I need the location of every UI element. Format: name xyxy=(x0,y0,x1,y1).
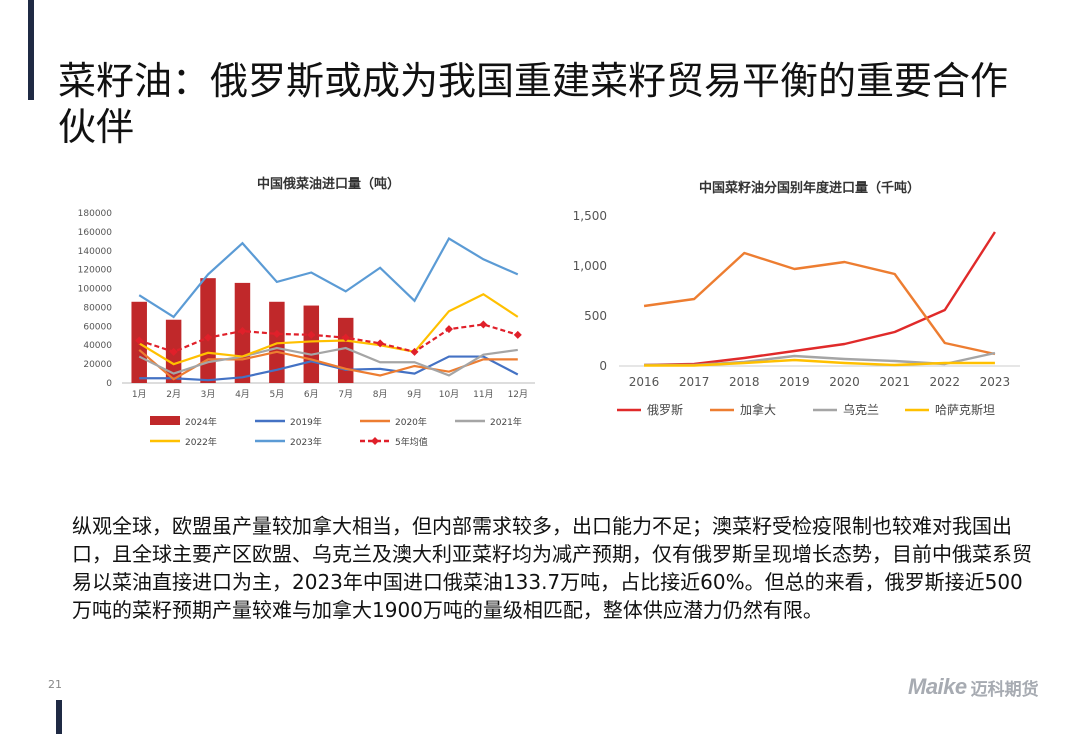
y-tick-label: 0 xyxy=(599,359,607,373)
y-tick-label: 140000 xyxy=(78,247,113,257)
x-tick-label: 4月 xyxy=(235,389,250,400)
x-tick-label: 10月 xyxy=(439,389,459,400)
x-tick-label: 2019 xyxy=(779,375,810,389)
logo-text-cn: 迈科期货 xyxy=(970,679,1039,700)
legend-label: 俄罗斯 xyxy=(647,403,683,417)
y-tick-label: 1,500 xyxy=(573,209,607,223)
series-marker xyxy=(272,329,281,338)
series-marker xyxy=(410,347,419,356)
series-line-s2 xyxy=(138,346,518,377)
y-tick-label: 1,000 xyxy=(573,259,607,273)
x-tick-label: 3月 xyxy=(201,389,216,400)
series-line-s1 xyxy=(138,349,518,381)
series-marker xyxy=(204,333,213,342)
y-tick-label: 0 xyxy=(106,379,112,389)
legend-label: 2023年 xyxy=(290,436,322,448)
x-tick-label: 8月 xyxy=(373,389,388,400)
bar-2024 xyxy=(303,305,320,383)
legend-label: 2022年 xyxy=(185,436,217,448)
series-marker xyxy=(169,347,178,356)
y-tick-label: 500 xyxy=(584,309,607,323)
chart-annual-imports-by-country: 中国菜籽油分国别年度进口量（千吨） 0 500 1,000 1,500 2016 2017 2… xyxy=(573,180,1020,417)
page-title: 菜籽油：俄罗斯或成为我国重建菜籽贸易平衡的重要合作伙伴 xyxy=(58,59,1009,149)
series-marker xyxy=(513,330,522,339)
legend-label: 乌克兰 xyxy=(843,402,879,417)
series-marker xyxy=(376,339,385,348)
x-tick-label: 5月 xyxy=(270,389,285,400)
y-tick-label: 160000 xyxy=(78,228,113,238)
x-tick-label: 2016 xyxy=(629,375,660,389)
y-tick-label: 180000 xyxy=(78,209,113,219)
series-marker xyxy=(238,327,247,336)
x-tick-label: 9月 xyxy=(407,389,422,400)
y-tick-label: 60000 xyxy=(83,322,112,332)
y-tick-label: 80000 xyxy=(83,303,112,313)
chart-title: 中国菜籽油分国别年度进口量（千吨） xyxy=(699,180,920,196)
x-tick-label: 6月 xyxy=(304,389,319,400)
series-marker xyxy=(479,320,488,329)
accent-bar-bottom xyxy=(56,700,62,734)
x-tick-label: 7月 xyxy=(338,389,353,400)
x-tick-label: 2017 xyxy=(679,375,710,389)
y-tick-label: 20000 xyxy=(83,360,112,370)
legend-label: 2021年 xyxy=(490,416,522,428)
x-tick-label: 2月 xyxy=(166,389,181,400)
x-tick-label: 1月 xyxy=(132,389,147,400)
x-tick-label: 12月 xyxy=(508,389,528,400)
legend-swatch xyxy=(150,416,180,425)
accent-bar-top xyxy=(28,0,34,100)
series-marker xyxy=(135,336,144,345)
series-line-s5 xyxy=(138,323,519,354)
series-line-s0 xyxy=(139,355,519,382)
x-tick-label: 2021 xyxy=(879,375,910,389)
x-tick-label: 2020 xyxy=(829,375,860,389)
x-tick-label: 2022 xyxy=(930,375,961,389)
y-tick-label: 100000 xyxy=(78,285,113,295)
chart-title: 中国俄菜油进口量（吨） xyxy=(257,176,400,192)
series-line-s3 xyxy=(644,358,995,367)
series-line-s3 xyxy=(138,292,519,366)
bar-2024 xyxy=(200,278,216,383)
legend-label: 2019年 xyxy=(290,416,322,428)
series-line-s0 xyxy=(644,231,996,367)
body-paragraph: 纵观全球，欧盟虽产量较加拿大相当，但内部需求较多，出口能力不足；澳菜籽受检疫限制… xyxy=(72,514,1032,622)
legend-label: 哈萨克斯坦 xyxy=(935,403,995,417)
x-tick-label: 2023 xyxy=(980,375,1011,389)
legend-label: 加拿大 xyxy=(740,402,776,417)
series-marker xyxy=(307,330,316,339)
x-tick-label: 11月 xyxy=(473,389,493,400)
y-tick-label: 120000 xyxy=(78,266,113,276)
x-tick-label: 2018 xyxy=(729,375,760,389)
chart-monthly-imports: 中国俄菜油进口量（吨） 0 20000 40000 60000 80000 100000 12… xyxy=(78,176,535,448)
legend-marker xyxy=(371,437,379,445)
legend-label: 2024年 xyxy=(185,416,217,428)
series-marker xyxy=(444,325,453,334)
logo: Maike 迈科期货 xyxy=(908,672,1039,702)
y-tick-label: 40000 xyxy=(83,341,112,351)
series-line-s4 xyxy=(138,236,519,319)
legend-label: 5年均值 xyxy=(395,436,428,448)
page-number: 21 xyxy=(48,678,62,691)
legend-label: 2020年 xyxy=(395,416,427,428)
logo-text-en: Maike xyxy=(908,674,967,699)
series-marker xyxy=(341,333,350,342)
series-line-s1 xyxy=(643,251,996,356)
